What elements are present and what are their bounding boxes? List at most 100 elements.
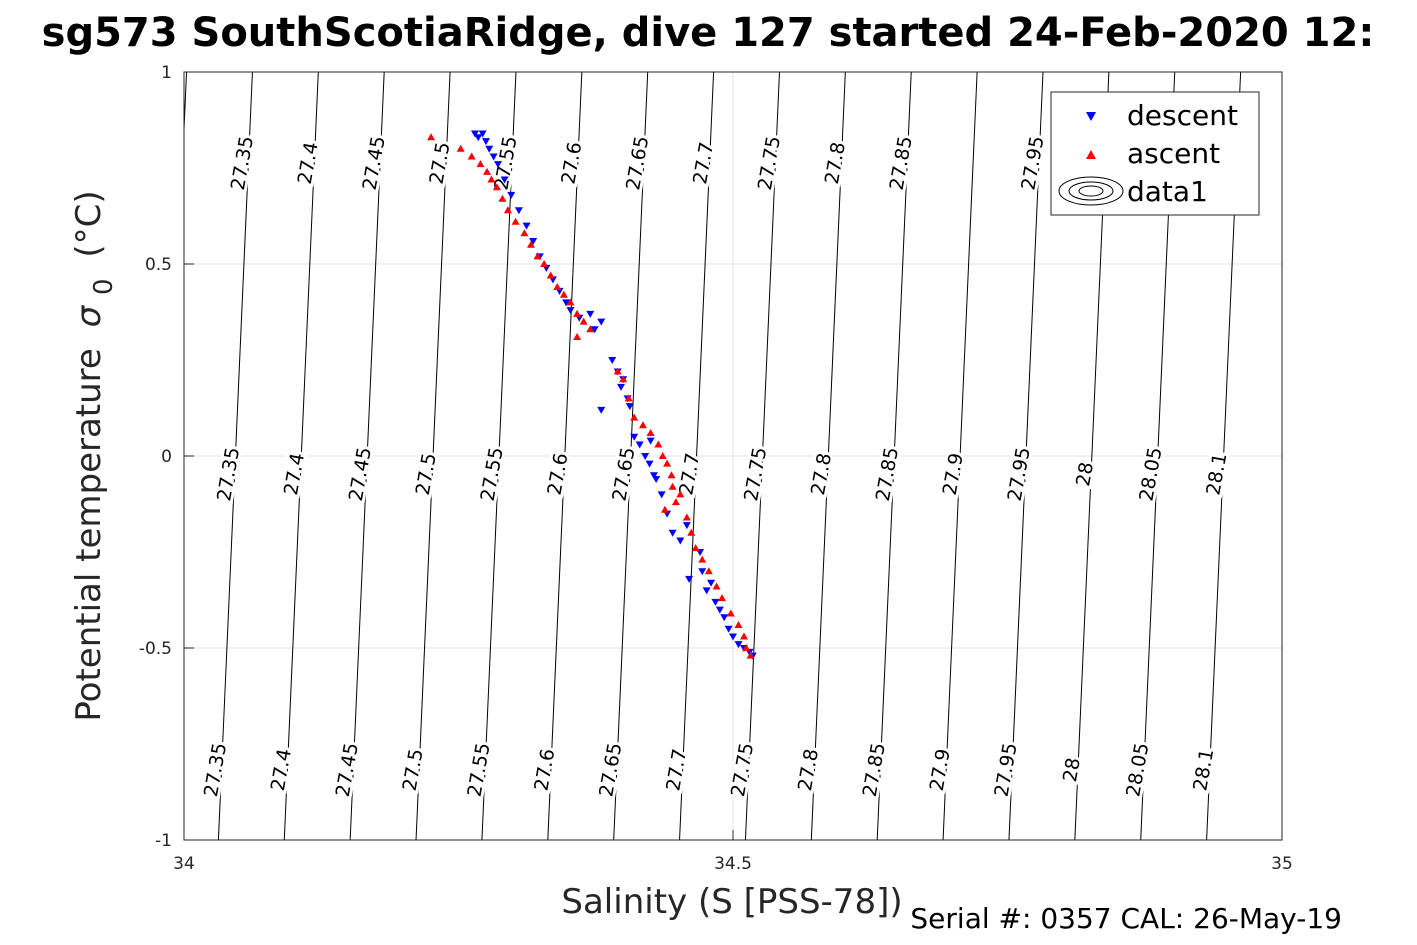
isopycnal-line	[613, 72, 649, 840]
ascent-point	[492, 183, 501, 191]
ascent-point	[483, 167, 492, 175]
descent-point	[478, 130, 487, 138]
descent-point	[657, 491, 666, 499]
ascent-point	[498, 194, 507, 202]
legend-contour-icon	[1058, 176, 1124, 206]
ascent-point	[520, 229, 529, 237]
ascent-point	[687, 528, 696, 536]
ascent-point	[646, 428, 655, 436]
y-axis-symbol: σ	[69, 304, 109, 327]
descent-point	[682, 522, 691, 530]
descent-point	[649, 472, 658, 480]
ascent-point	[668, 482, 677, 490]
ascent-point	[579, 317, 588, 325]
y-tick-label: -0.5	[139, 639, 172, 659]
axis-ticks: 34 34.5 35 1 0.5 0 -0.5 -1	[139, 63, 1293, 874]
descent-point	[485, 145, 494, 153]
y-tick-label: -1	[155, 831, 172, 851]
descent-point	[685, 575, 694, 583]
y-axis-unit: (°C)	[69, 190, 109, 257]
descent-point	[586, 310, 595, 318]
ascent-point	[503, 206, 512, 214]
descent-point	[635, 441, 644, 449]
ascent-point	[511, 217, 520, 225]
ascent-point	[526, 240, 535, 248]
ascent-point	[566, 298, 575, 306]
descent-point	[715, 606, 724, 614]
legend: descent ascent data1	[1050, 91, 1260, 216]
legend-descent-label: descent	[1127, 99, 1238, 132]
descent-point	[734, 641, 743, 649]
svg-text:Potential temperature σ: Potential temperature σ 0 (°C)	[69, 190, 121, 721]
ascent-point	[691, 544, 700, 552]
legend-ascent-marker	[1086, 150, 1096, 159]
isopycnal-line	[415, 72, 451, 840]
descent-point	[729, 633, 737, 641]
ascent-point	[613, 367, 622, 375]
y-axis-subscript: 0	[89, 278, 119, 295]
descent-point	[562, 299, 571, 307]
isopycnal-line	[283, 72, 319, 840]
x-tick-label: 34	[173, 854, 195, 874]
descent-point	[481, 138, 490, 146]
ascent-point	[533, 252, 542, 260]
ascent-point	[630, 413, 639, 421]
contour-label: 28	[1059, 756, 1085, 784]
descent-point	[676, 537, 685, 545]
descent-point	[474, 134, 483, 142]
descent-point	[641, 453, 650, 460]
ascent-point	[698, 555, 707, 563]
ascent-point	[712, 582, 721, 590]
ascent-point	[573, 309, 582, 317]
data-markers	[427, 130, 757, 660]
descent-point	[522, 222, 531, 230]
descent-point	[529, 237, 538, 245]
descent-point	[489, 153, 498, 161]
descent-point	[500, 176, 509, 184]
descent-point	[707, 579, 716, 587]
descent-point	[652, 476, 661, 484]
y-tick-label: 0.5	[145, 255, 172, 275]
ascent-point	[456, 144, 465, 152]
ascent-point	[658, 452, 667, 459]
y-tick-label: 1	[161, 63, 172, 83]
ascent-point	[487, 175, 496, 183]
descent-point	[702, 587, 711, 595]
ascent-point	[476, 160, 485, 168]
ascent-point	[553, 283, 562, 291]
descent-point	[617, 383, 626, 391]
isopycnal-line	[942, 72, 978, 840]
descent-point	[507, 191, 516, 199]
isopycnal-line	[217, 72, 253, 840]
ascent-point	[667, 471, 676, 479]
ascent-point	[559, 290, 568, 298]
descent-point	[597, 406, 606, 414]
ascent-point	[540, 260, 549, 267]
x-tick-label: 35	[1271, 854, 1293, 874]
legend-descent-marker	[1086, 112, 1096, 121]
x-tick-label: 34.5	[714, 854, 752, 874]
descent-point	[470, 130, 479, 138]
descent-point	[514, 207, 523, 215]
ascent-point	[718, 594, 727, 602]
isopycnal-line	[876, 72, 912, 840]
ascent-point	[726, 609, 735, 617]
ascent-point	[742, 644, 751, 651]
isopycnal-line	[1008, 72, 1044, 840]
ascent-point	[746, 651, 755, 659]
y-axis-label-group: Potential temperature σ 0 (°C)	[69, 190, 121, 721]
legend-box	[1050, 91, 1260, 216]
serial-cal-footer: Serial #: 0357 CAL: 26-May-19	[910, 902, 1342, 935]
ascent-point	[676, 490, 685, 498]
descent-point	[724, 625, 733, 633]
legend-data1-label: data1	[1127, 175, 1208, 208]
ascent-point	[663, 459, 672, 467]
ascent-point	[734, 620, 743, 628]
ascent-point	[654, 440, 663, 448]
isopycnal-line	[744, 72, 780, 840]
descent-point	[494, 161, 503, 169]
descent-point	[645, 460, 654, 468]
isopycnal-line	[547, 72, 583, 840]
descent-point	[668, 529, 677, 537]
descent-point	[625, 403, 634, 411]
